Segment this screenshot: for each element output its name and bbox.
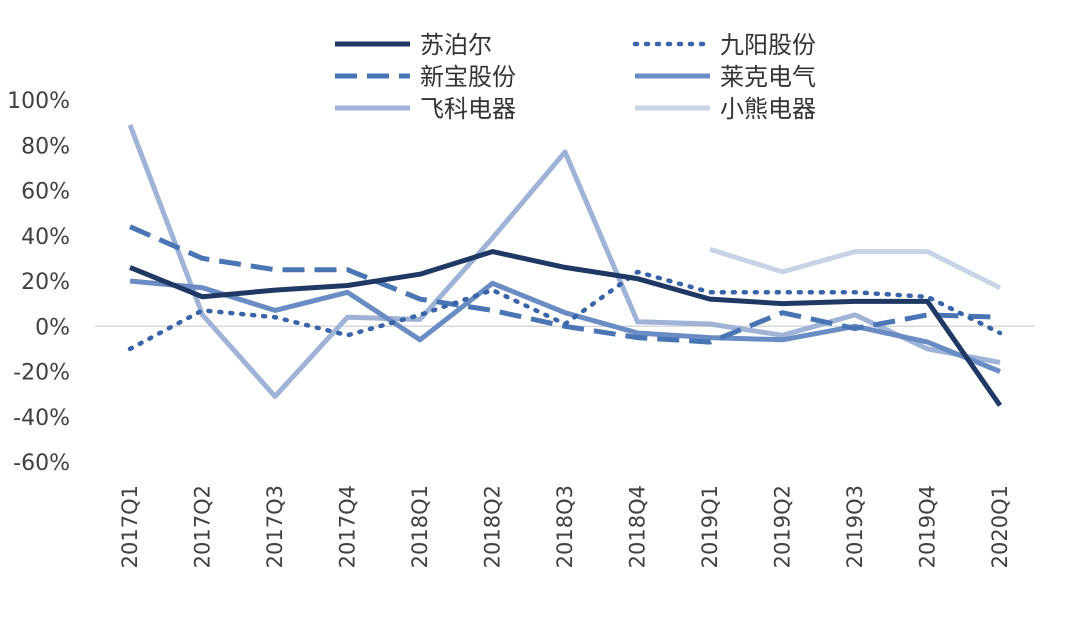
series-line [127, 124, 1001, 399]
y-tick-label: 40% [21, 225, 70, 250]
y-tick-label: -40% [13, 406, 70, 431]
series-line [128, 224, 1001, 345]
y-tick-label: 80% [21, 134, 70, 159]
x-tick-label: 2017Q1 [118, 485, 142, 568]
series-line [129, 249, 1003, 407]
series-line [127, 269, 1003, 352]
y-tick-label: 0% [35, 315, 70, 340]
x-axis: 2017Q1 2017Q2 2017Q3 2017Q4 2018Q1 2018Q2 2018… [118, 485, 1012, 568]
y-tick-label: 20% [21, 270, 70, 295]
legend-label: 小熊电器 [720, 95, 816, 123]
series-layer [127, 124, 1003, 407]
y-axis: 100% 80% 60% 40% 20% 0% -20% -40% -60% [7, 89, 70, 476]
y-tick-label: 60% [21, 180, 70, 205]
x-tick-label: 2017Q2 [191, 485, 215, 568]
x-tick-label: 2018Q4 [626, 485, 650, 568]
x-tick-label: 2019Q1 [698, 485, 722, 568]
legend-label: 新宝股份 [420, 63, 516, 91]
x-tick-label: 2018Q1 [408, 485, 432, 568]
x-tick-label: 2018Q2 [481, 485, 505, 568]
x-tick-label: 2020Q1 [988, 485, 1012, 568]
legend-label: 九阳股份 [720, 31, 816, 59]
x-tick-label: 2019Q3 [843, 485, 867, 568]
x-tick-label: 2019Q2 [771, 485, 795, 568]
y-tick-label: -60% [13, 451, 70, 476]
x-tick-label: 2017Q4 [336, 485, 360, 568]
legend-label: 苏泊尔 [420, 31, 492, 59]
x-tick-label: 2017Q3 [263, 485, 287, 568]
y-tick-label: -20% [13, 361, 70, 386]
y-tick-label: 100% [7, 89, 70, 114]
x-tick-label: 2018Q3 [553, 485, 577, 568]
x-tick-label: 2019Q4 [916, 485, 940, 568]
series-line [709, 246, 1002, 291]
legend-label: 莱克电气 [720, 63, 816, 91]
legend-label: 飞科电器 [420, 95, 516, 123]
